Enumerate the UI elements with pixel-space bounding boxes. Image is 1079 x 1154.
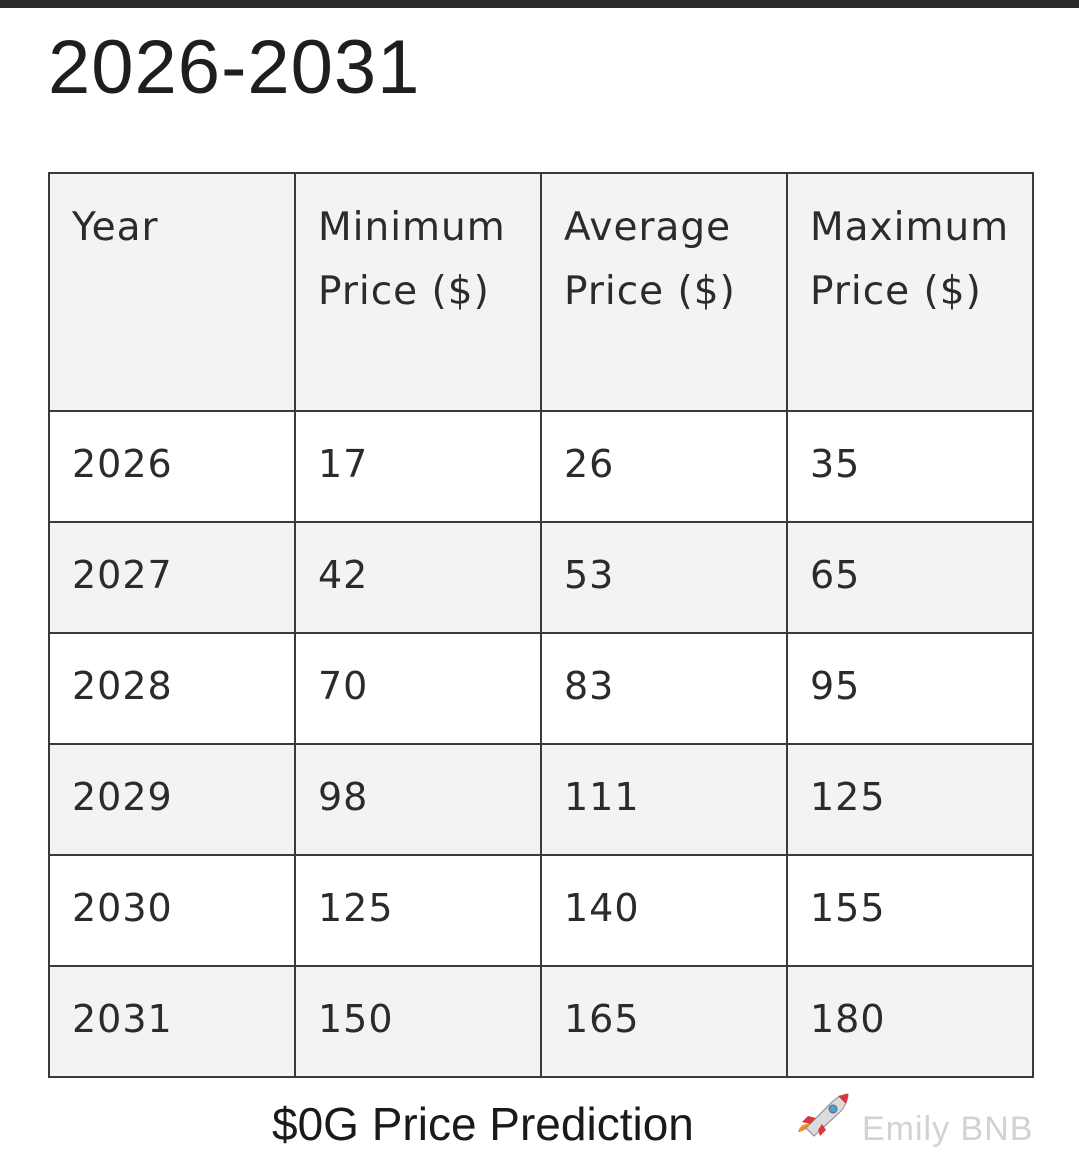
rocket-icon — [798, 1093, 849, 1137]
cell-minimum-price: 125 — [294, 854, 542, 967]
watermark: Emily BNB — [862, 1110, 1034, 1148]
cell-minimum-price: 70 — [294, 632, 542, 745]
page-title: 2026-2031 — [48, 25, 421, 110]
table-row: 2030 125 140 155 — [48, 854, 1034, 967]
cell-average-price: 165 — [540, 965, 788, 1078]
cell-year: 2029 — [48, 743, 296, 856]
cell-maximum-price: 155 — [786, 854, 1034, 967]
cell-year: 2030 — [48, 854, 296, 967]
column-header-minimum-price: Minimum Price ($) — [294, 172, 542, 412]
table-row: 2028 70 83 95 — [48, 632, 1034, 745]
cell-minimum-price: 150 — [294, 965, 542, 1078]
table-row: 2029 98 111 125 — [48, 743, 1034, 856]
price-prediction-table: Year Minimum Price ($) Average Price ($)… — [48, 172, 1034, 1078]
table-header-row: Year Minimum Price ($) Average Price ($)… — [48, 172, 1034, 412]
column-header-average-price: Average Price ($) — [540, 172, 788, 412]
cell-minimum-price: 17 — [294, 410, 542, 523]
cell-year: 2031 — [48, 965, 296, 1078]
table-row: 2031 150 165 180 — [48, 965, 1034, 1078]
cell-minimum-price: 98 — [294, 743, 542, 856]
column-header-year: Year — [48, 172, 296, 412]
cell-maximum-price: 180 — [786, 965, 1034, 1078]
cell-year: 2027 — [48, 521, 296, 634]
cell-average-price: 140 — [540, 854, 788, 967]
cell-year: 2028 — [48, 632, 296, 745]
cell-average-price: 26 — [540, 410, 788, 523]
cell-maximum-price: 125 — [786, 743, 1034, 856]
cell-maximum-price: 65 — [786, 521, 1034, 634]
cell-maximum-price: 95 — [786, 632, 1034, 745]
cell-average-price: 53 — [540, 521, 788, 634]
cell-average-price: 83 — [540, 632, 788, 745]
cell-maximum-price: 35 — [786, 410, 1034, 523]
cell-minimum-price: 42 — [294, 521, 542, 634]
table-row: 2027 42 53 65 — [48, 521, 1034, 634]
top-bar — [0, 0, 1079, 8]
cell-average-price: 111 — [540, 743, 788, 856]
column-header-maximum-price: Maximum Price ($) — [786, 172, 1034, 412]
caption: $0G Price Prediction — [272, 1098, 694, 1150]
table-row: 2026 17 26 35 — [48, 410, 1034, 523]
cell-year: 2026 — [48, 410, 296, 523]
